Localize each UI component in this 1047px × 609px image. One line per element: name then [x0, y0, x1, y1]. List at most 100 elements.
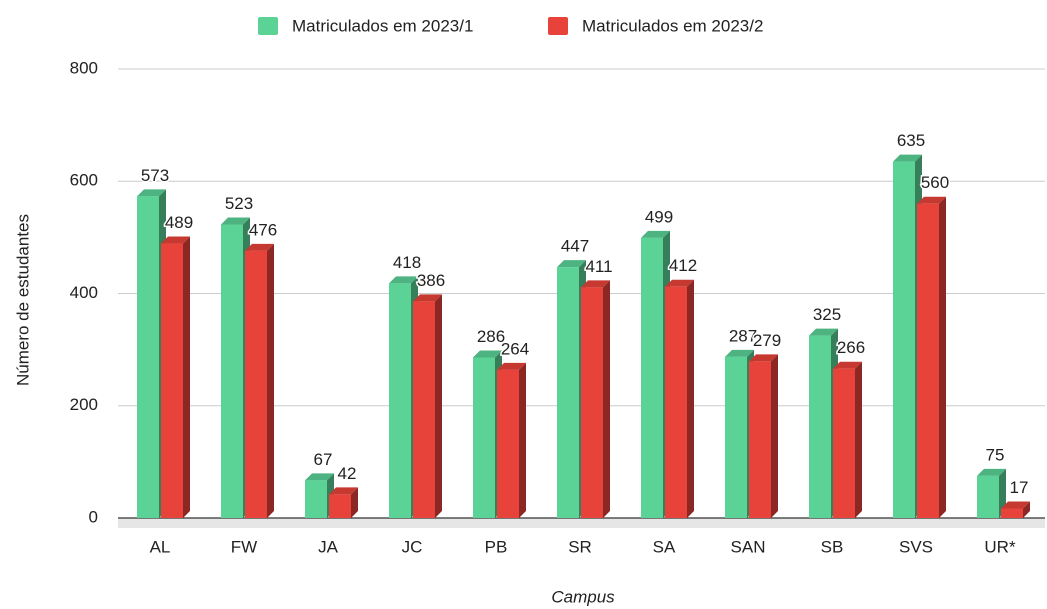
bar-top	[221, 217, 250, 225]
bar-top	[413, 294, 442, 302]
data-label: 279	[753, 331, 781, 350]
bar-side	[687, 279, 694, 518]
x-tick-label: PB	[485, 537, 508, 556]
bar-top	[725, 349, 754, 357]
x-tick-label: JA	[318, 537, 339, 556]
x-tick-label: AL	[150, 537, 171, 556]
bar-top	[329, 487, 358, 495]
bar-side	[855, 361, 862, 518]
y-tick-label: 200	[70, 395, 98, 414]
bar	[749, 361, 771, 518]
data-label: 523	[225, 194, 253, 213]
bar	[329, 494, 351, 518]
y-tick-label: 0	[89, 507, 98, 526]
bar-top	[161, 236, 190, 244]
bar-top	[497, 362, 526, 370]
bar-top	[977, 468, 1006, 476]
bar	[305, 480, 327, 518]
bar-top	[245, 243, 274, 251]
x-tick-label: SVS	[899, 537, 933, 556]
bar	[473, 357, 495, 518]
bar-side	[351, 487, 358, 518]
y-axis-title: Número de estudantes	[13, 214, 32, 386]
data-label: 447	[561, 237, 589, 256]
bar-side	[603, 280, 610, 518]
bar	[413, 301, 435, 518]
bar-top	[749, 354, 778, 362]
data-label: 67	[314, 450, 333, 469]
bar	[557, 267, 579, 518]
bar	[581, 287, 603, 518]
bar-top	[1001, 501, 1030, 509]
y-tick-label: 400	[70, 283, 98, 302]
bar-top	[665, 279, 694, 287]
bar	[137, 196, 159, 518]
bar-top	[809, 328, 838, 336]
data-label: 499	[645, 207, 673, 226]
y-tick-label: 600	[70, 171, 98, 190]
bar	[221, 224, 243, 518]
legend-label: Matriculados em 2023/2	[582, 16, 763, 35]
x-tick-label: SA	[653, 537, 676, 556]
bar-top	[833, 361, 862, 369]
floor	[118, 518, 1045, 528]
data-label: 489	[165, 213, 193, 232]
bar	[161, 243, 183, 518]
data-label: 264	[501, 339, 529, 358]
bar-side	[939, 196, 946, 518]
bar	[245, 250, 267, 518]
data-label: 573	[141, 166, 169, 185]
data-label: 386	[417, 271, 445, 290]
x-tick-label: FW	[231, 537, 257, 556]
bar-side	[267, 243, 274, 518]
bar-top	[473, 350, 502, 358]
bar-side	[1023, 501, 1030, 518]
bar	[917, 203, 939, 518]
data-label: 476	[249, 220, 277, 239]
data-label: 560	[921, 173, 949, 192]
legend-swatch	[548, 17, 568, 35]
data-label: 286	[477, 327, 505, 346]
x-tick-label: UR*	[984, 537, 1016, 556]
bar-side	[183, 236, 190, 518]
data-label: 75	[986, 445, 1005, 464]
bar-top	[581, 280, 610, 288]
bar-top	[917, 196, 946, 204]
bar	[977, 475, 999, 518]
bar	[389, 283, 411, 518]
x-tick-label: SB	[821, 537, 844, 556]
bar-top	[389, 276, 418, 284]
data-label: 287	[729, 326, 757, 345]
data-label: 42	[338, 464, 357, 483]
data-label: 418	[393, 253, 421, 272]
x-tick-label: JC	[402, 537, 423, 556]
bar-top	[641, 230, 670, 238]
y-tick-label: 800	[70, 58, 98, 77]
bar-side	[771, 354, 778, 518]
data-label: 411	[585, 257, 612, 276]
data-label: 17	[1010, 478, 1029, 497]
x-tick-label: SAN	[731, 537, 766, 556]
bar-top	[137, 189, 166, 197]
bar	[809, 335, 831, 518]
bar-top	[557, 260, 586, 268]
data-label: 635	[897, 131, 925, 150]
data-label: 266	[837, 338, 865, 357]
bar	[1001, 508, 1023, 518]
bar	[833, 368, 855, 518]
x-tick-label: SR	[568, 537, 592, 556]
bar	[665, 286, 687, 518]
bar	[641, 237, 663, 518]
bar-top	[305, 473, 334, 481]
bar-side	[435, 294, 442, 518]
legend-label: Matriculados em 2023/1	[292, 16, 473, 35]
legend-swatch	[258, 17, 278, 35]
bar	[497, 369, 519, 518]
bar-side	[519, 362, 526, 518]
data-label: 325	[813, 305, 841, 324]
data-label: 412	[669, 256, 697, 275]
bar	[893, 161, 915, 518]
x-axis-title: Campus	[551, 587, 615, 606]
bar-top	[893, 154, 922, 162]
